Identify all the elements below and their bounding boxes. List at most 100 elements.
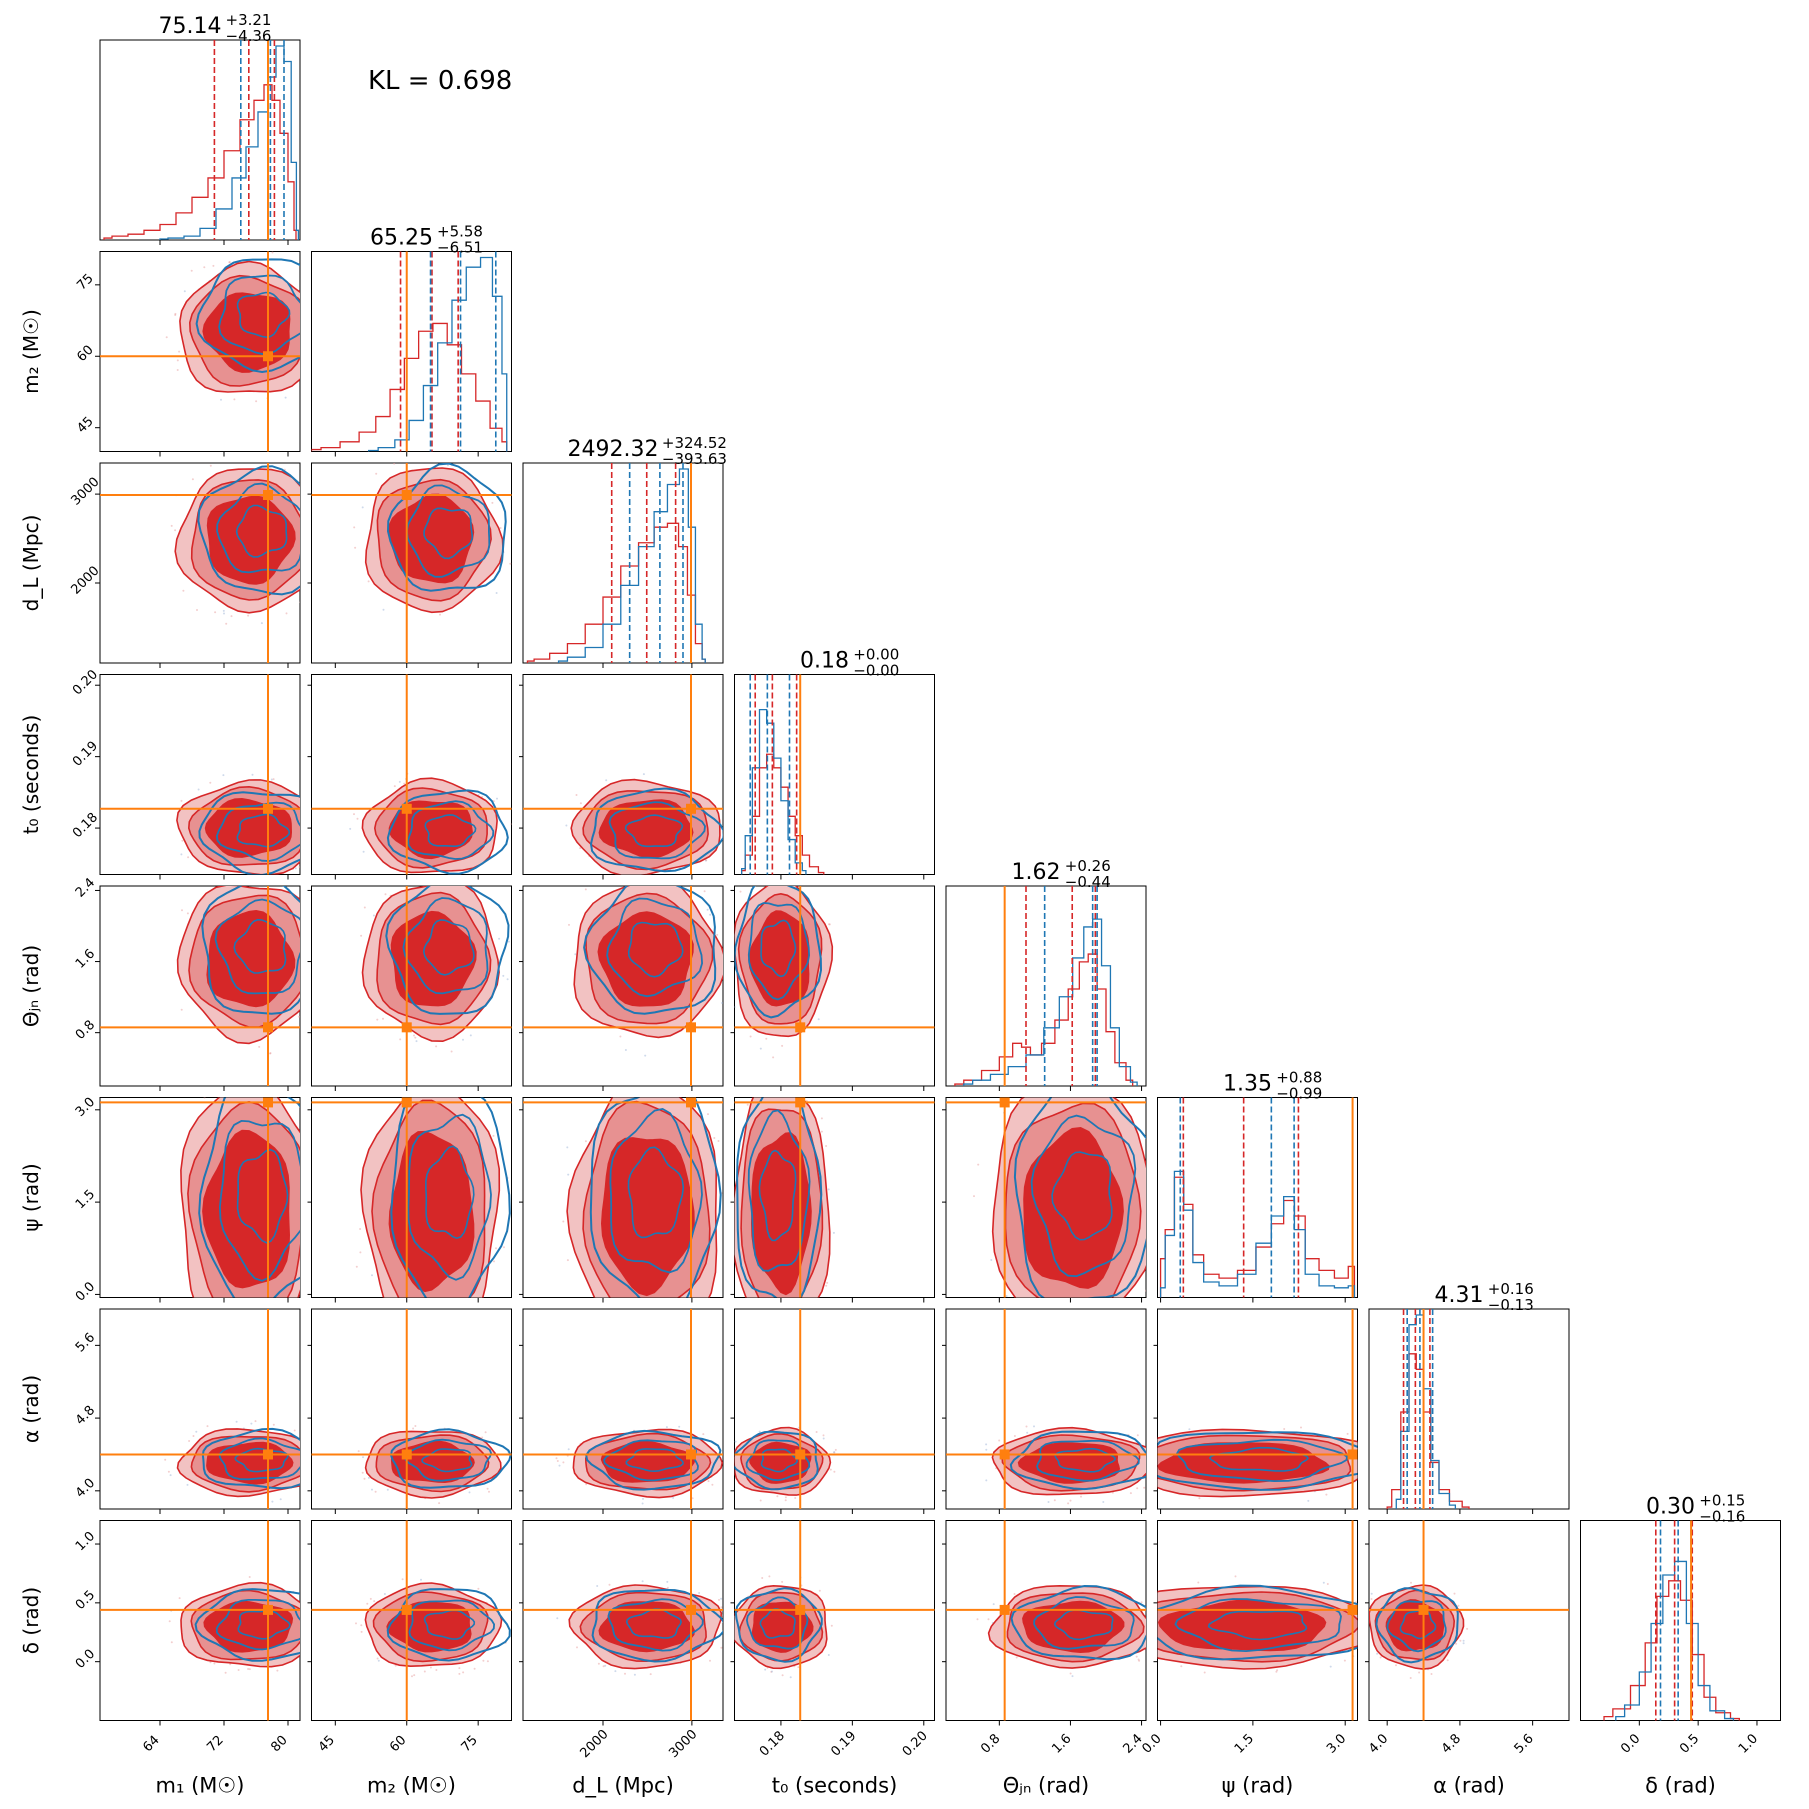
scatter-point: [299, 601, 300, 603]
y-tick-label: 0.18: [70, 810, 101, 841]
scatter-point: [384, 893, 387, 896]
scatter-point: [231, 881, 233, 883]
scatter-point: [357, 1450, 360, 1453]
title-plus-error: +3.21: [226, 11, 272, 29]
scatter-point: [423, 1670, 426, 1673]
scatter-panel-alpha-vs-t0: [730, 1308, 935, 1514]
scatter-panel-alpha-vs-dL: [519, 1308, 729, 1514]
scatter-panel-alpha-vs-theta_jn: [942, 1308, 1157, 1514]
posterior-title: 0.18: [800, 649, 849, 674]
scatter-point: [579, 847, 582, 850]
blue-contour-inner: [1053, 1609, 1114, 1641]
scatter-point: [789, 878, 791, 880]
scatter-point: [727, 1468, 729, 1470]
scatter-point: [565, 824, 568, 827]
scatter-point: [306, 962, 308, 964]
scatter-point: [429, 877, 431, 879]
scatter-point: [1053, 1499, 1056, 1502]
scatter-point: [1155, 1449, 1157, 1451]
x-axis-label: m₁ (M☉): [156, 1774, 245, 1798]
scatter-point: [306, 1487, 308, 1489]
posterior-title: 2492.32: [568, 437, 659, 462]
scatter-point: [269, 1052, 272, 1055]
blue-contour-mid: [408, 1599, 496, 1652]
scatter-point: [758, 1430, 761, 1433]
blue-contour-outer: [386, 789, 509, 875]
scatter-point: [727, 1604, 729, 1606]
scatter-point: [493, 1260, 495, 1263]
scatter-point: [301, 818, 303, 820]
x-tick-label: 1.0: [1736, 1731, 1761, 1756]
scatter-point: [301, 1471, 303, 1473]
title-median: 2492.32: [568, 437, 659, 462]
scatter-point: [446, 464, 449, 467]
scatter-point: [174, 312, 177, 315]
posterior-title: 0.30: [1646, 1495, 1695, 1520]
hist-content: [740, 674, 825, 875]
scatter-point: [584, 1140, 587, 1143]
scatter-point: [355, 1622, 357, 1625]
scatter-point: [353, 526, 356, 529]
scatter-point: [491, 501, 494, 504]
red-histogram: [1603, 1580, 1740, 1721]
truth-marker: [401, 803, 412, 814]
contour-content: [946, 1309, 1157, 1509]
blue-contour-mid: [215, 801, 300, 862]
scatter-point: [703, 890, 706, 893]
contour-content: [727, 1520, 935, 1721]
scatter-point: [976, 1618, 979, 1621]
blue-contour-inner: [233, 918, 287, 974]
blue-contour-outer: [201, 1427, 300, 1490]
truth-marker: [401, 1022, 412, 1033]
scatter-point: [165, 336, 168, 339]
scatter-panel-psi-vs-m2: [307, 1097, 512, 1303]
x-axis-label: t₀ (seconds): [772, 1774, 898, 1798]
blue-contour-mid: [1030, 1114, 1137, 1278]
contour-content: [523, 1097, 723, 1298]
title-median: 0.18: [800, 649, 849, 674]
scatter-point: [261, 1304, 263, 1306]
x-tick-label: 75: [459, 1733, 481, 1755]
posterior-title: 75.14: [159, 14, 222, 39]
scatter-point: [1005, 1295, 1008, 1297]
scatter-point: [619, 1035, 622, 1038]
y-tick-label: 1.6: [73, 946, 98, 971]
scatter-point: [1203, 1671, 1206, 1674]
scatter-point: [1363, 1475, 1365, 1477]
blue-contour-outer: [1157, 1431, 1358, 1491]
scatter-point: [306, 1207, 308, 1209]
scatter-point: [418, 460, 420, 462]
scatter-point: [477, 1587, 480, 1590]
scatter-point: [263, 879, 265, 881]
scatter-point: [300, 278, 302, 280]
scatter-point: [176, 369, 179, 371]
scatter-point: [816, 1299, 818, 1301]
scatter-point: [749, 1035, 752, 1038]
scatter-point: [990, 1259, 993, 1261]
blue-contour-inner: [423, 507, 474, 560]
scatter-point: [811, 877, 813, 879]
scatter-point: [1013, 1593, 1016, 1595]
blue-contour-outer: [589, 1097, 722, 1298]
truth-marker: [999, 1097, 1010, 1108]
scatter-point: [195, 1430, 198, 1433]
scatter-point: [822, 1434, 825, 1437]
scatter-point: [170, 524, 173, 527]
scatter-point: [1013, 1435, 1016, 1437]
title-minus-error: −6.51: [437, 239, 483, 257]
scatter-point: [509, 562, 512, 565]
scatter-point: [781, 1674, 784, 1677]
scatter-point: [707, 1113, 709, 1116]
truth-marker: [686, 1097, 696, 1108]
scatter-point: [229, 1663, 232, 1666]
scatter-point: [304, 1586, 306, 1588]
y-tick-label: 3000: [69, 475, 103, 509]
scatter-point: [709, 1659, 711, 1662]
blue-histogram: [367, 256, 508, 452]
blue-contour-inner: [236, 813, 291, 848]
scatter-point: [228, 261, 231, 264]
scatter-point: [377, 1659, 380, 1662]
